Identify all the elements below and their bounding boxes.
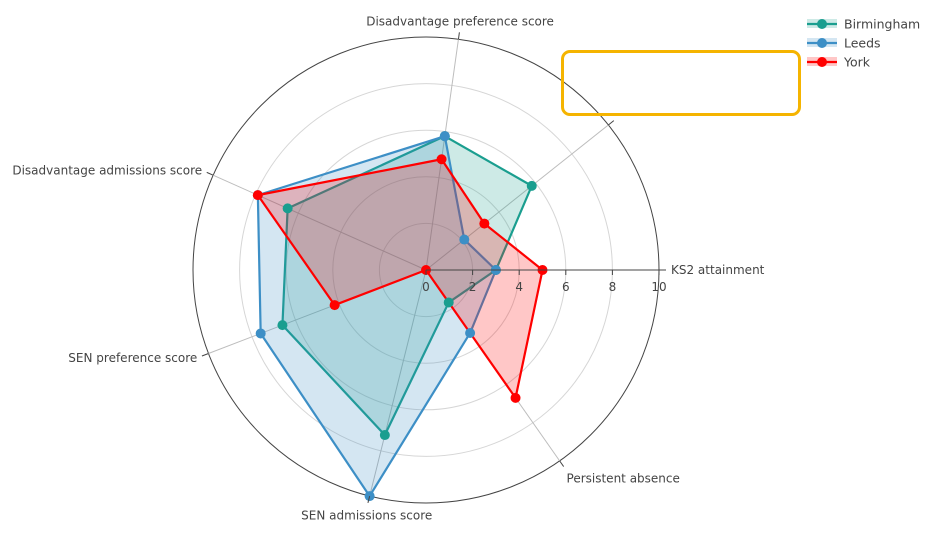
radial-tick-label: 2 [469, 280, 477, 294]
legend-item-leeds: Leeds [807, 36, 881, 51]
radial-tick-label: 0 [422, 280, 430, 294]
data-point-birmingham [282, 203, 293, 214]
series-area-york [256, 158, 544, 399]
data-point-york [479, 218, 490, 229]
legend-item-birmingham: Birmingham [807, 17, 920, 32]
spoke-line [425, 124, 609, 271]
radial-tick-label: 8 [609, 280, 617, 294]
spoke-line [369, 269, 427, 497]
data-point-leeds [439, 131, 450, 142]
data-point-leeds [255, 328, 266, 339]
legend-label: York [843, 55, 871, 70]
legend-marker [817, 19, 827, 29]
series-group [252, 131, 548, 502]
angular-tick [608, 120, 615, 126]
radial-tick-label: 10 [651, 280, 666, 294]
data-point-birmingham [526, 180, 537, 191]
axis-label: SEN admissions score [301, 509, 432, 523]
axis-label: SEN preference score [68, 351, 197, 365]
radial-axis: 0 2 4 6 8 10 [422, 269, 667, 294]
series-area-birmingham [281, 135, 533, 437]
axis-label: KS2 attainment (disadvantaged pupils) [616, 104, 851, 118]
data-point-birmingham [443, 297, 454, 308]
legend-label: Birmingham [844, 17, 920, 32]
spoke-line [212, 174, 427, 271]
data-point-york [329, 300, 340, 311]
angular-tick [206, 171, 214, 176]
angular-tick [201, 353, 209, 357]
axis-label: Disadvantage admissions score [12, 163, 202, 177]
axis-label: KS2 attainment [671, 263, 765, 277]
axis-label: Persistent absence [567, 472, 680, 486]
legend-label: Leeds [844, 36, 881, 51]
legend-marker [817, 57, 827, 67]
data-point-york [252, 190, 263, 201]
data-point-york [510, 392, 521, 403]
series-area-leeds [256, 135, 497, 498]
angular-tick [559, 460, 565, 467]
data-point-york [436, 154, 447, 165]
radial-tick-label: 4 [515, 280, 523, 294]
data-point-leeds [459, 234, 470, 245]
angular-tick [367, 495, 371, 503]
legend-marker [817, 38, 827, 48]
legend-item-york: York [807, 55, 871, 70]
axis-labels: KS2 attainment KS2 attainment (disadvanta… [12, 14, 851, 523]
legend: Birmingham Leeds York [807, 17, 920, 70]
axis-label: Disadvantage preference score [366, 14, 554, 28]
data-point-birmingham [277, 320, 288, 331]
data-point-leeds [465, 327, 476, 338]
angular-tick [457, 32, 460, 40]
data-point-birmingham [379, 430, 390, 441]
radial-tick-label: 6 [562, 280, 570, 294]
